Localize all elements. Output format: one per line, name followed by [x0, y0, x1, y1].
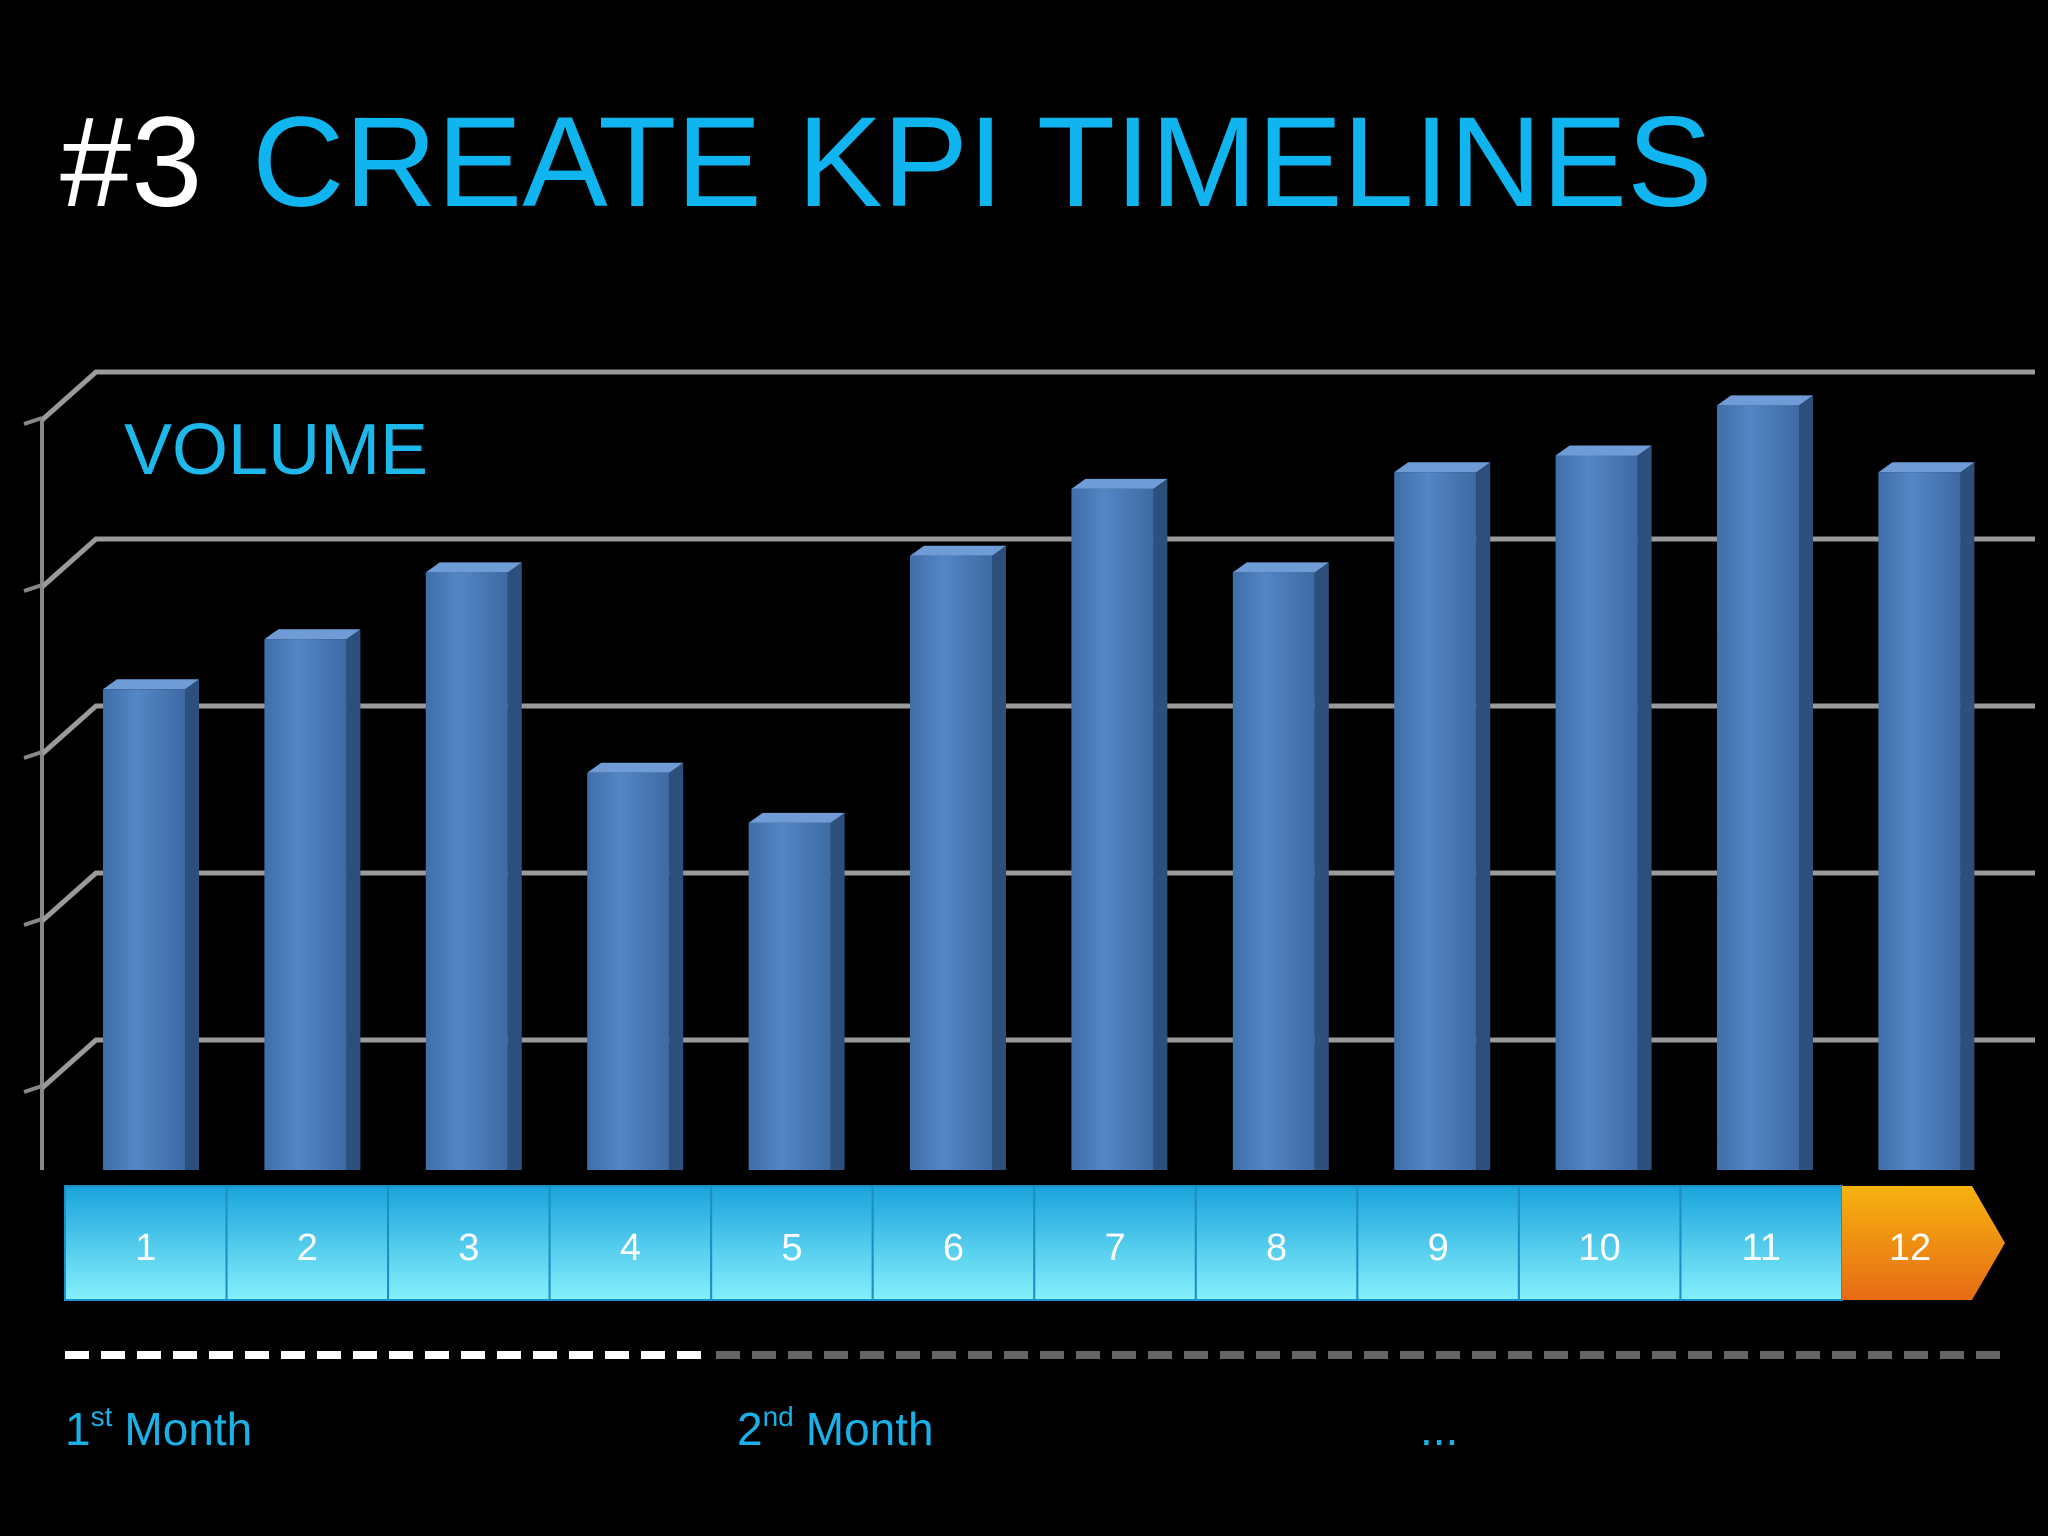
timeline-segment [710, 1185, 874, 1301]
period-label: 1st Month [65, 1401, 252, 1455]
bar-side [185, 679, 199, 1170]
period-label: ... [1420, 1403, 1458, 1455]
period-label: Month [124, 1403, 252, 1455]
timeline-label: 1 [135, 1227, 156, 1269]
axis-tick [23, 583, 43, 593]
bar-side [1153, 478, 1168, 1170]
bar [748, 822, 831, 1170]
timeline-label: 11 [1742, 1227, 1781, 1269]
bar-side [669, 762, 684, 1170]
timeline-label: 3 [458, 1227, 479, 1269]
period-label: Month [806, 1403, 934, 1455]
axis-tick [23, 917, 43, 927]
timeline-segment [1194, 1185, 1359, 1301]
period-suffix: nd [763, 1401, 794, 1432]
grid-line [40, 1037, 2035, 1090]
bar-top [1232, 562, 1329, 573]
slide-number: #3 [60, 91, 202, 234]
timeline-label: 2 [297, 1227, 318, 1269]
timeline-label: 6 [943, 1227, 964, 1269]
bar [425, 572, 508, 1170]
timeline-segment [1517, 1185, 1682, 1301]
timeline-label: 7 [1104, 1227, 1125, 1269]
timeline-segment [1356, 1185, 1520, 1301]
slide-title: CREATE KPI TIMELINES [252, 91, 1713, 234]
bar-side [992, 545, 1006, 1170]
bar-top [1394, 462, 1491, 473]
timeline-segment [548, 1185, 713, 1301]
bar-side [830, 812, 845, 1170]
axis-tick [23, 1084, 43, 1094]
timeline-arrow [1842, 1186, 2005, 1300]
grid-line [40, 703, 2035, 756]
timeline-segment [1033, 1185, 1197, 1301]
bar [1394, 472, 1477, 1170]
timeline-segment [1679, 1185, 1844, 1301]
bar-side [1960, 462, 1975, 1170]
bar [1878, 472, 1961, 1170]
timeline-segment [871, 1185, 1036, 1301]
bar-top [425, 562, 522, 573]
bar [1717, 405, 1799, 1170]
timeline-label: 12 [1889, 1227, 1931, 1269]
timeline-segment [64, 1185, 228, 1301]
bar-top [1717, 395, 1813, 406]
bar-side [1637, 445, 1652, 1170]
axis-tick [23, 750, 43, 760]
period-number: 2 [737, 1403, 763, 1455]
timeline-label: 8 [1266, 1227, 1287, 1269]
bar [1232, 572, 1315, 1170]
grid-line [40, 536, 2035, 589]
bar-side [1476, 462, 1491, 1170]
period-number: 1 [65, 1403, 91, 1455]
bar [1071, 488, 1154, 1170]
bar [910, 555, 992, 1170]
bar-top [1071, 478, 1168, 489]
bar-top [587, 762, 684, 773]
grid-line [40, 369, 2035, 422]
bar [587, 772, 670, 1170]
bar-top [1555, 445, 1652, 456]
grid-line [40, 870, 2035, 923]
period-label: 2nd Month [737, 1401, 934, 1455]
bar-side [346, 629, 361, 1170]
period-label: ... [1420, 1403, 1458, 1455]
bar-top [103, 679, 199, 690]
timeline-label: 4 [620, 1227, 641, 1269]
bar [103, 689, 185, 1170]
bar-side [507, 562, 522, 1170]
timeline-label: 9 [1428, 1227, 1449, 1269]
timeline-label: 5 [781, 1227, 802, 1269]
axis-tick [23, 416, 43, 426]
timeline-label: 10 [1579, 1227, 1621, 1269]
chart-title: VOLUME [124, 410, 428, 490]
bar-top [264, 629, 361, 640]
bar-side [1799, 395, 1813, 1170]
bar-top [1878, 462, 1975, 473]
bar-top [910, 545, 1006, 556]
bar-side [1314, 562, 1329, 1170]
bar [1555, 455, 1638, 1170]
bar [264, 639, 347, 1170]
bar-top [748, 812, 845, 823]
period-suffix: st [91, 1401, 113, 1432]
